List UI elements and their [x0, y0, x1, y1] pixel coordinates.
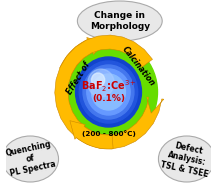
- Circle shape: [92, 73, 105, 87]
- Text: Change in
Morphology: Change in Morphology: [90, 11, 150, 31]
- Ellipse shape: [77, 1, 162, 41]
- Circle shape: [83, 65, 134, 119]
- Ellipse shape: [158, 136, 215, 182]
- Text: Defect
Analysis:
TSL & TSEE: Defect Analysis: TSL & TSEE: [160, 139, 214, 179]
- Text: Calcination: Calcination: [120, 44, 157, 88]
- Polygon shape: [60, 37, 104, 74]
- Ellipse shape: [2, 136, 58, 182]
- Polygon shape: [70, 121, 113, 149]
- Circle shape: [75, 56, 142, 128]
- Text: (0.1%): (0.1%): [92, 94, 125, 102]
- Circle shape: [75, 57, 141, 127]
- Text: (200 - 800°C): (200 - 800°C): [82, 131, 135, 137]
- Text: Effect of: Effect of: [65, 60, 92, 96]
- Circle shape: [79, 61, 138, 123]
- Circle shape: [60, 40, 157, 144]
- Polygon shape: [55, 35, 164, 149]
- Circle shape: [87, 69, 130, 115]
- Text: Quenching
of
PL Spectra: Quenching of PL Spectra: [4, 140, 56, 178]
- Text: BaF$_2$:Ce$^{3+}$: BaF$_2$:Ce$^{3+}$: [81, 78, 136, 94]
- Circle shape: [88, 69, 114, 97]
- Circle shape: [92, 74, 125, 110]
